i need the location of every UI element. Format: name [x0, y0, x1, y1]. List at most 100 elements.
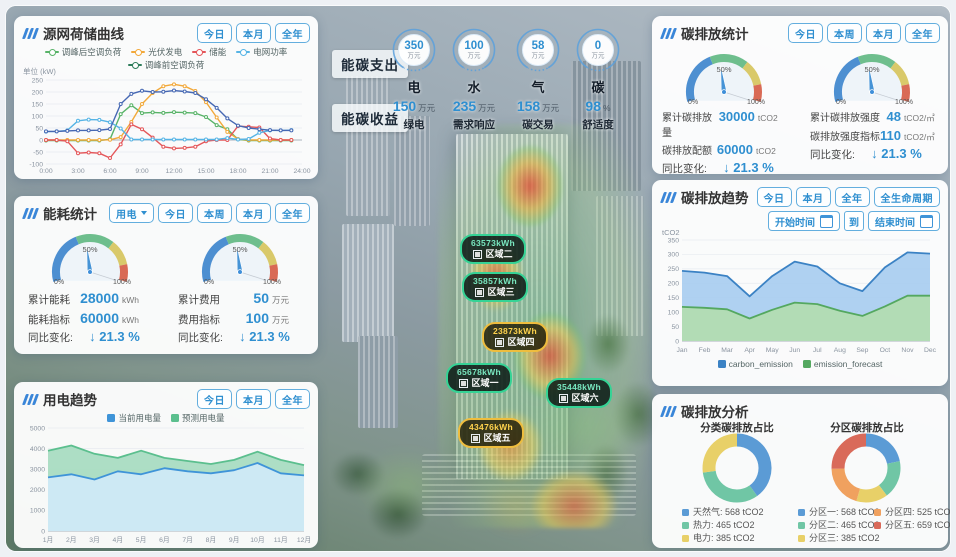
legend-item[interactable]: 调峰前空调负荷	[127, 59, 204, 71]
panel-title: 能耗统计	[43, 207, 97, 222]
building	[346, 76, 390, 216]
legend-marker-icon	[682, 535, 689, 542]
start-date-field[interactable]: 开始时间	[768, 211, 840, 231]
panel-power-trend: 用电趋势 今日 本月 全年 当前用电量 预测用电量 0 1000 2000 3000 4000…	[14, 382, 318, 548]
time-filter-button[interactable]: 今日	[158, 203, 193, 223]
dashboard-stage: 能碳支出 能碳收益 350 万元电 100 万元水 58 万元气 0 万元碳 150 万元 绿电…	[6, 6, 950, 551]
time-filter-button[interactable]: 今日	[197, 389, 232, 409]
gauge-group: 50% 0% 100% 累计能耗 28000 kWh 能耗指标 60000 kWh 同比…	[18, 228, 162, 345]
legend-marker-icon	[798, 509, 805, 516]
legend-item[interactable]: 当前用电量	[107, 412, 161, 424]
stat-unit: kWh	[122, 295, 139, 305]
svg-text:3:00: 3:00	[71, 168, 84, 175]
time-filter-button[interactable]: 全年	[905, 23, 940, 43]
donut-legend-zone: 分区一: 568 tCO2 分区二: 465 tCO2 分区三: 385 tCO…	[798, 506, 880, 545]
zone-label-pill[interactable]: 43476kWh 区域五	[458, 418, 524, 449]
down-arrow-icon: ↓	[239, 328, 246, 344]
stat-label: 碳排放强度指标	[810, 131, 880, 143]
time-filter-button[interactable]: 全年	[834, 187, 870, 207]
zone-icon	[471, 433, 481, 443]
svg-text:0: 0	[39, 137, 43, 144]
legend-item[interactable]: 储能	[192, 46, 226, 58]
zone-label-pill[interactable]: 23873kWh 区域四	[482, 322, 548, 353]
panel-title-icon	[21, 207, 40, 219]
calendar-icon	[820, 214, 833, 228]
yoy-value: 21.3 %	[733, 159, 774, 175]
time-filter-button[interactable]: 本月	[236, 23, 271, 43]
time-filter-button[interactable]: 今日	[788, 23, 823, 43]
time-filter-button[interactable]: 今日	[197, 23, 232, 43]
time-filter-button[interactable]: 全年	[275, 389, 310, 409]
svg-text:8月: 8月	[206, 536, 217, 544]
park-trees	[318, 434, 440, 546]
time-filter-button[interactable]: 本月	[236, 389, 271, 409]
stat-label: 累计碳排放强度	[810, 113, 880, 124]
zone-name: 区域二	[485, 248, 513, 259]
svg-text:150: 150	[32, 101, 44, 108]
zone-label-pill[interactable]: 35857kWh 区域三	[462, 272, 528, 303]
dropdown-value: 用电	[116, 209, 137, 221]
legend-marker-icon	[682, 522, 689, 529]
time-filter-button[interactable]: 本月	[795, 187, 831, 207]
legend-item[interactable]: 调峰后空调负荷	[44, 46, 121, 58]
time-filter-button[interactable]: 本周	[827, 23, 862, 43]
zone-label-pill[interactable]: 63573kWh 区域二	[460, 234, 526, 265]
yoy-value: 21.3 %	[99, 328, 140, 344]
yoy-row: 同比变化: ↓ 21.3 %	[810, 146, 938, 162]
panel-title-icon	[659, 405, 678, 417]
end-date-field[interactable]: 结束时间	[868, 211, 940, 231]
legend-item[interactable]: 预测用电量	[171, 412, 225, 424]
panel-carbon-trend: 碳排放趋势 今日 本月 全年 全生命周期 开始时间 到 结束时间 tCO2 0 50 10…	[652, 180, 948, 386]
income-value: 235	[452, 98, 477, 114]
panel-title: 源网荷储曲线	[43, 27, 124, 42]
zone-name: 区域四	[507, 336, 535, 347]
legend-item[interactable]: emission_forecast	[802, 359, 882, 369]
time-filter-button[interactable]: 全生命周期	[873, 187, 940, 207]
stat-unit: 万元	[272, 315, 290, 326]
income-unit: 万元	[542, 103, 560, 113]
svg-text:18:00: 18:00	[229, 168, 246, 175]
svg-text:-50: -50	[33, 149, 43, 156]
time-filter-button[interactable]: 今日	[756, 187, 792, 207]
panel-title-icon	[21, 27, 40, 39]
stat-unit: tCO2	[757, 113, 778, 123]
stat-label: 费用指标	[178, 314, 220, 327]
svg-text:12月: 12月	[297, 536, 311, 544]
zone-label-pill[interactable]: 65678kWh 区域一	[446, 363, 512, 394]
svg-text:6月: 6月	[159, 536, 170, 544]
stat-label: 碳排放配额	[662, 146, 712, 157]
zone-name: 区域一	[471, 377, 499, 388]
energy-carbon-income-label: 能碳收益	[332, 104, 408, 132]
energy-type-dropdown[interactable]: 用电	[109, 203, 154, 223]
svg-text:Mar: Mar	[721, 347, 733, 354]
svg-text:1000: 1000	[30, 508, 45, 515]
legend-item[interactable]: 光伏发电	[131, 46, 182, 58]
time-filter-button[interactable]: 全年	[275, 23, 310, 43]
zone-label-pill[interactable]: 35448kWh 区域六	[546, 378, 612, 409]
svg-text:-100: -100	[29, 161, 43, 168]
zone-icon	[473, 249, 483, 259]
svg-text:5000: 5000	[30, 425, 45, 432]
svg-text:Apr: Apr	[744, 347, 755, 354]
time-filter-button[interactable]: 本月	[236, 203, 271, 223]
legend-item[interactable]: 电网功率	[236, 46, 287, 58]
yoy-label: 同比变化:	[810, 148, 855, 161]
svg-text:100: 100	[32, 113, 44, 120]
legend-item[interactable]: carbon_emission	[717, 359, 793, 369]
time-filter-button[interactable]: 本周	[197, 203, 232, 223]
expense-kpi-name: 气	[531, 80, 545, 95]
donut-legend-item: 分区一: 568 tCO2	[798, 506, 880, 519]
legend-marker-icon	[874, 509, 881, 516]
time-filter-button[interactable]: 本月	[866, 23, 901, 43]
chevron-down-icon	[141, 211, 147, 215]
carbon-total-gauge: 50% 0% 100%	[686, 54, 765, 106]
panel-carbon-analysis: 碳排放分析 分类碳排放占比 分区碳排放占比 天然气: 568 tCO2 热力: …	[652, 394, 950, 548]
stat-value: 28000	[80, 290, 119, 306]
yoy-value: 21.3 %	[881, 145, 922, 161]
svg-text:Jul: Jul	[813, 347, 822, 354]
svg-text:万元: 万元	[468, 52, 482, 60]
svg-text:0%: 0%	[204, 279, 214, 286]
time-filter-button[interactable]: 全年	[275, 203, 310, 223]
stat-label: 累计费用	[178, 294, 220, 306]
stat-value: 48	[886, 109, 901, 124]
